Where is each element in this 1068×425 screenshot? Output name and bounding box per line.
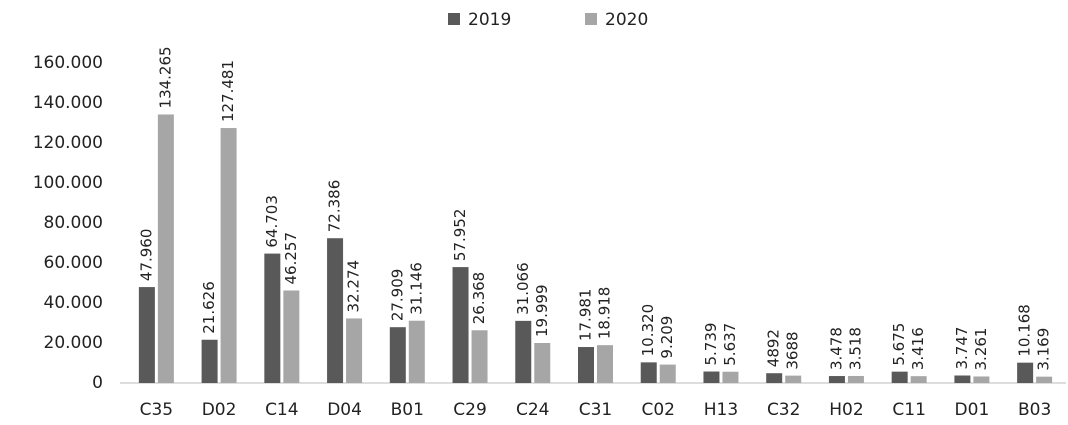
bar xyxy=(264,253,281,383)
y-tick-label: 100.000 xyxy=(33,173,103,193)
x-tick-label: D04 xyxy=(327,400,362,420)
bar xyxy=(640,362,657,383)
data-label: 3.169 xyxy=(1035,328,1053,371)
data-label: 47.960 xyxy=(137,229,155,282)
bar xyxy=(1017,362,1034,383)
bar xyxy=(785,375,802,383)
x-tick-label: C24 xyxy=(516,400,550,420)
legend-swatch xyxy=(585,13,597,25)
y-tick-label: 40.000 xyxy=(44,293,103,313)
data-label: 57.952 xyxy=(451,209,469,262)
bar xyxy=(138,287,155,383)
bar xyxy=(515,320,532,383)
bar xyxy=(847,375,864,383)
data-label: 72.386 xyxy=(326,180,344,233)
x-tick-label: C35 xyxy=(140,400,174,420)
data-label: 31.146 xyxy=(407,262,425,315)
data-label: 21.626 xyxy=(200,281,218,334)
x-tick-label: D01 xyxy=(955,400,990,420)
bar xyxy=(220,128,237,383)
x-tick-label: C02 xyxy=(641,400,675,420)
data-label: 64.703 xyxy=(263,195,281,248)
bar xyxy=(201,339,218,383)
bar xyxy=(597,345,613,383)
bar xyxy=(327,238,344,383)
data-label: 26.368 xyxy=(470,272,488,325)
x-tick-label: C32 xyxy=(767,400,801,420)
bar xyxy=(659,364,676,383)
data-label: 32.274 xyxy=(345,260,363,313)
data-label: 3.747 xyxy=(953,327,971,370)
x-tick-label: C29 xyxy=(453,400,487,420)
data-label: 17.981 xyxy=(577,289,595,342)
data-label: 19.999 xyxy=(533,285,551,338)
bar xyxy=(389,327,406,383)
data-label: 3.478 xyxy=(827,327,845,370)
data-label: 4892 xyxy=(765,329,783,367)
bar xyxy=(703,371,720,383)
bar xyxy=(578,347,594,383)
bar xyxy=(534,343,551,383)
data-label: 127.481 xyxy=(219,60,237,122)
x-tick-label: H02 xyxy=(829,400,863,420)
data-label: 3.416 xyxy=(909,327,927,370)
bar xyxy=(452,267,469,383)
x-tick-label: C11 xyxy=(892,400,926,420)
bar xyxy=(910,376,927,383)
bar xyxy=(973,376,990,383)
data-label: 3.261 xyxy=(972,328,990,371)
x-tick-label: B01 xyxy=(391,400,424,420)
data-label: 3.518 xyxy=(846,327,864,370)
bar xyxy=(828,376,845,383)
x-tick-label: D02 xyxy=(202,400,237,420)
x-tick-label: H13 xyxy=(704,400,738,420)
data-label: 5.739 xyxy=(702,323,720,366)
legend-label: 2019 xyxy=(468,10,511,30)
bar xyxy=(722,371,739,383)
data-label: 46.257 xyxy=(282,232,300,285)
legend-swatch xyxy=(448,13,460,25)
y-tick-label: 0 xyxy=(92,373,103,393)
x-tick-label: C31 xyxy=(579,400,613,420)
y-tick-label: 20.000 xyxy=(44,333,103,353)
data-label: 10.168 xyxy=(1016,304,1034,357)
bar xyxy=(283,290,300,383)
bar xyxy=(766,373,783,383)
legend-label: 2020 xyxy=(605,10,648,30)
y-tick-label: 120.000 xyxy=(33,133,103,153)
x-tick-label: C14 xyxy=(265,400,299,420)
data-label: 31.066 xyxy=(514,262,532,315)
data-label: 9.209 xyxy=(658,316,676,359)
x-tick-label: B03 xyxy=(1018,400,1051,420)
data-label: 3688 xyxy=(784,331,802,369)
bar xyxy=(157,114,174,383)
y-tick-label: 140.000 xyxy=(33,93,103,113)
bar xyxy=(1036,376,1053,383)
bar xyxy=(408,320,425,383)
data-label: 5.637 xyxy=(721,323,739,366)
data-label: 18.918 xyxy=(596,287,614,340)
data-label: 27.909 xyxy=(388,269,406,322)
y-tick-label: 60.000 xyxy=(44,253,103,273)
bar xyxy=(891,371,908,383)
y-tick-label: 160.000 xyxy=(33,53,103,73)
y-tick-label: 80.000 xyxy=(44,213,103,233)
bar xyxy=(346,318,363,383)
bar xyxy=(954,375,971,383)
data-label: 5.675 xyxy=(890,323,908,366)
data-label: 134.265 xyxy=(156,46,174,108)
bar xyxy=(471,330,488,383)
data-label: 10.320 xyxy=(639,304,657,357)
